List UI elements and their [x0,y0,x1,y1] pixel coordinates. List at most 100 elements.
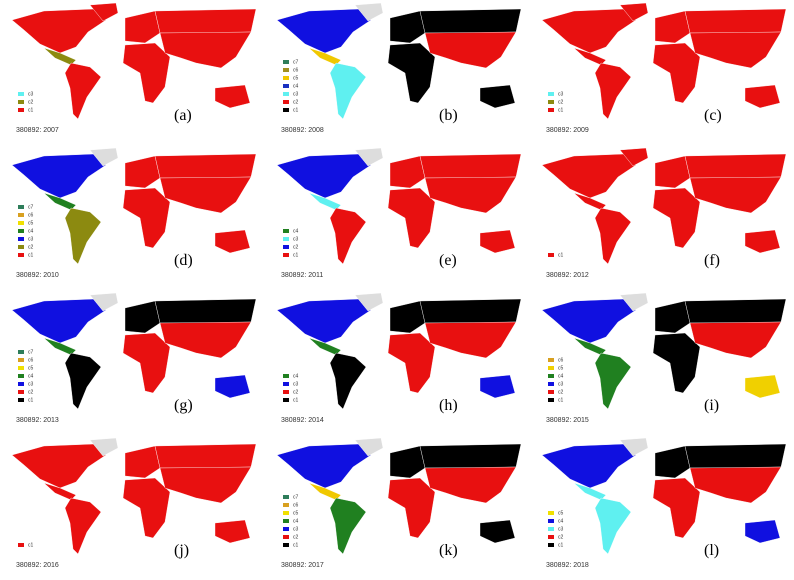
legend-swatch [18,100,24,104]
legend-swatch [18,366,24,370]
region-aus [214,519,251,544]
region-greenland [619,147,649,167]
legend-swatch [283,374,289,378]
region-eu [389,300,426,334]
legend-swatch [283,527,289,531]
legend-label: c6 [293,502,299,508]
legend-label: c2 [28,244,34,250]
legend-label: c3 [28,91,34,97]
legend-label: c3 [558,91,564,97]
region-sa [329,497,367,555]
legend-swatch [283,511,289,515]
region-sa [64,352,102,410]
legend-swatch [548,535,554,539]
legend-swatch [548,100,554,104]
legend-label: c7 [293,494,299,500]
legend-swatch [548,527,554,531]
legend-label: c5 [28,365,34,371]
world-map [541,2,787,120]
legend-swatch [548,390,554,394]
legend-swatch [548,398,554,402]
legend-swatch [283,503,289,507]
legend-label: c4 [293,373,299,379]
region-eu [124,445,161,479]
legend-label: c4 [558,373,564,379]
panel-caption: 380892: 2018 [546,562,589,569]
world-map [11,292,257,410]
region-ca [43,337,77,356]
region-asia-s [424,176,517,214]
panel: c7 c6 c5 c4 c3 c2 c1 380892: 2013 (g) [11,292,257,424]
region-na [541,153,637,199]
legend-swatch [18,382,24,386]
legend-label: c7 [28,349,34,355]
region-sa [329,207,367,265]
legend-swatch [283,543,289,547]
region-greenland [619,437,649,457]
legend-label: c4 [293,228,299,234]
legend-label: c1 [293,107,299,113]
legend-swatch [18,374,24,378]
region-asia-s [159,466,252,504]
panel-label: (h) [439,397,458,414]
legend-label: c2 [28,99,34,105]
region-na [276,298,372,344]
region-greenland [354,292,384,312]
region-africa [387,187,436,249]
panel-caption: 380892: 2010 [16,272,59,279]
legend-label: c6 [558,357,564,363]
region-africa [122,187,171,249]
legend-swatch [18,205,24,209]
panel: c7 c6 c5 c4 c3 c2 c1 380892: 2017 (k) [276,437,522,569]
region-greenland [89,147,119,167]
region-sa [329,62,367,120]
legend-swatch [18,229,24,233]
legend-swatch [18,253,24,257]
legend-label: c5 [558,510,564,516]
panel-caption: 380892: 2007 [16,127,59,134]
legend-swatch [548,519,554,523]
region-greenland [354,437,384,457]
region-aus [744,519,781,544]
region-eu [654,10,691,44]
region-na [541,443,637,489]
legend-label: c3 [293,236,299,242]
legend-swatch [18,543,24,547]
legend-swatch [283,390,289,394]
region-ca [43,192,77,211]
legend-label: c5 [293,75,299,81]
region-ca [308,192,342,211]
region-asia-s [159,176,252,214]
region-eu [389,155,426,189]
region-aus [479,229,516,254]
legend-label: c3 [293,91,299,97]
region-sa [329,352,367,410]
legend-swatch [283,495,289,499]
legend-label: c1 [293,542,299,548]
region-asia-s [159,31,252,69]
region-na [541,8,637,54]
region-africa [122,332,171,394]
panel-caption: 380892: 2012 [546,272,589,279]
world-map [276,292,522,410]
panel: c3 c2 c1 380892: 2009 (c) [541,2,787,134]
region-greenland [89,437,119,457]
region-eu [124,10,161,44]
world-map [276,2,522,120]
world-map [11,2,257,120]
legend-label: c2 [28,389,34,395]
panel-label: (a) [174,107,192,124]
legend-label: c3 [28,381,34,387]
region-africa [387,332,436,394]
region-asia-n [154,153,257,179]
legend-swatch [283,382,289,386]
region-ca [308,482,342,501]
region-greenland [354,147,384,167]
region-eu [124,300,161,334]
region-asia-s [424,466,517,504]
legend-label: c1 [28,542,34,548]
region-ca [573,47,607,66]
region-na [276,443,372,489]
legend-label: c7 [28,204,34,210]
